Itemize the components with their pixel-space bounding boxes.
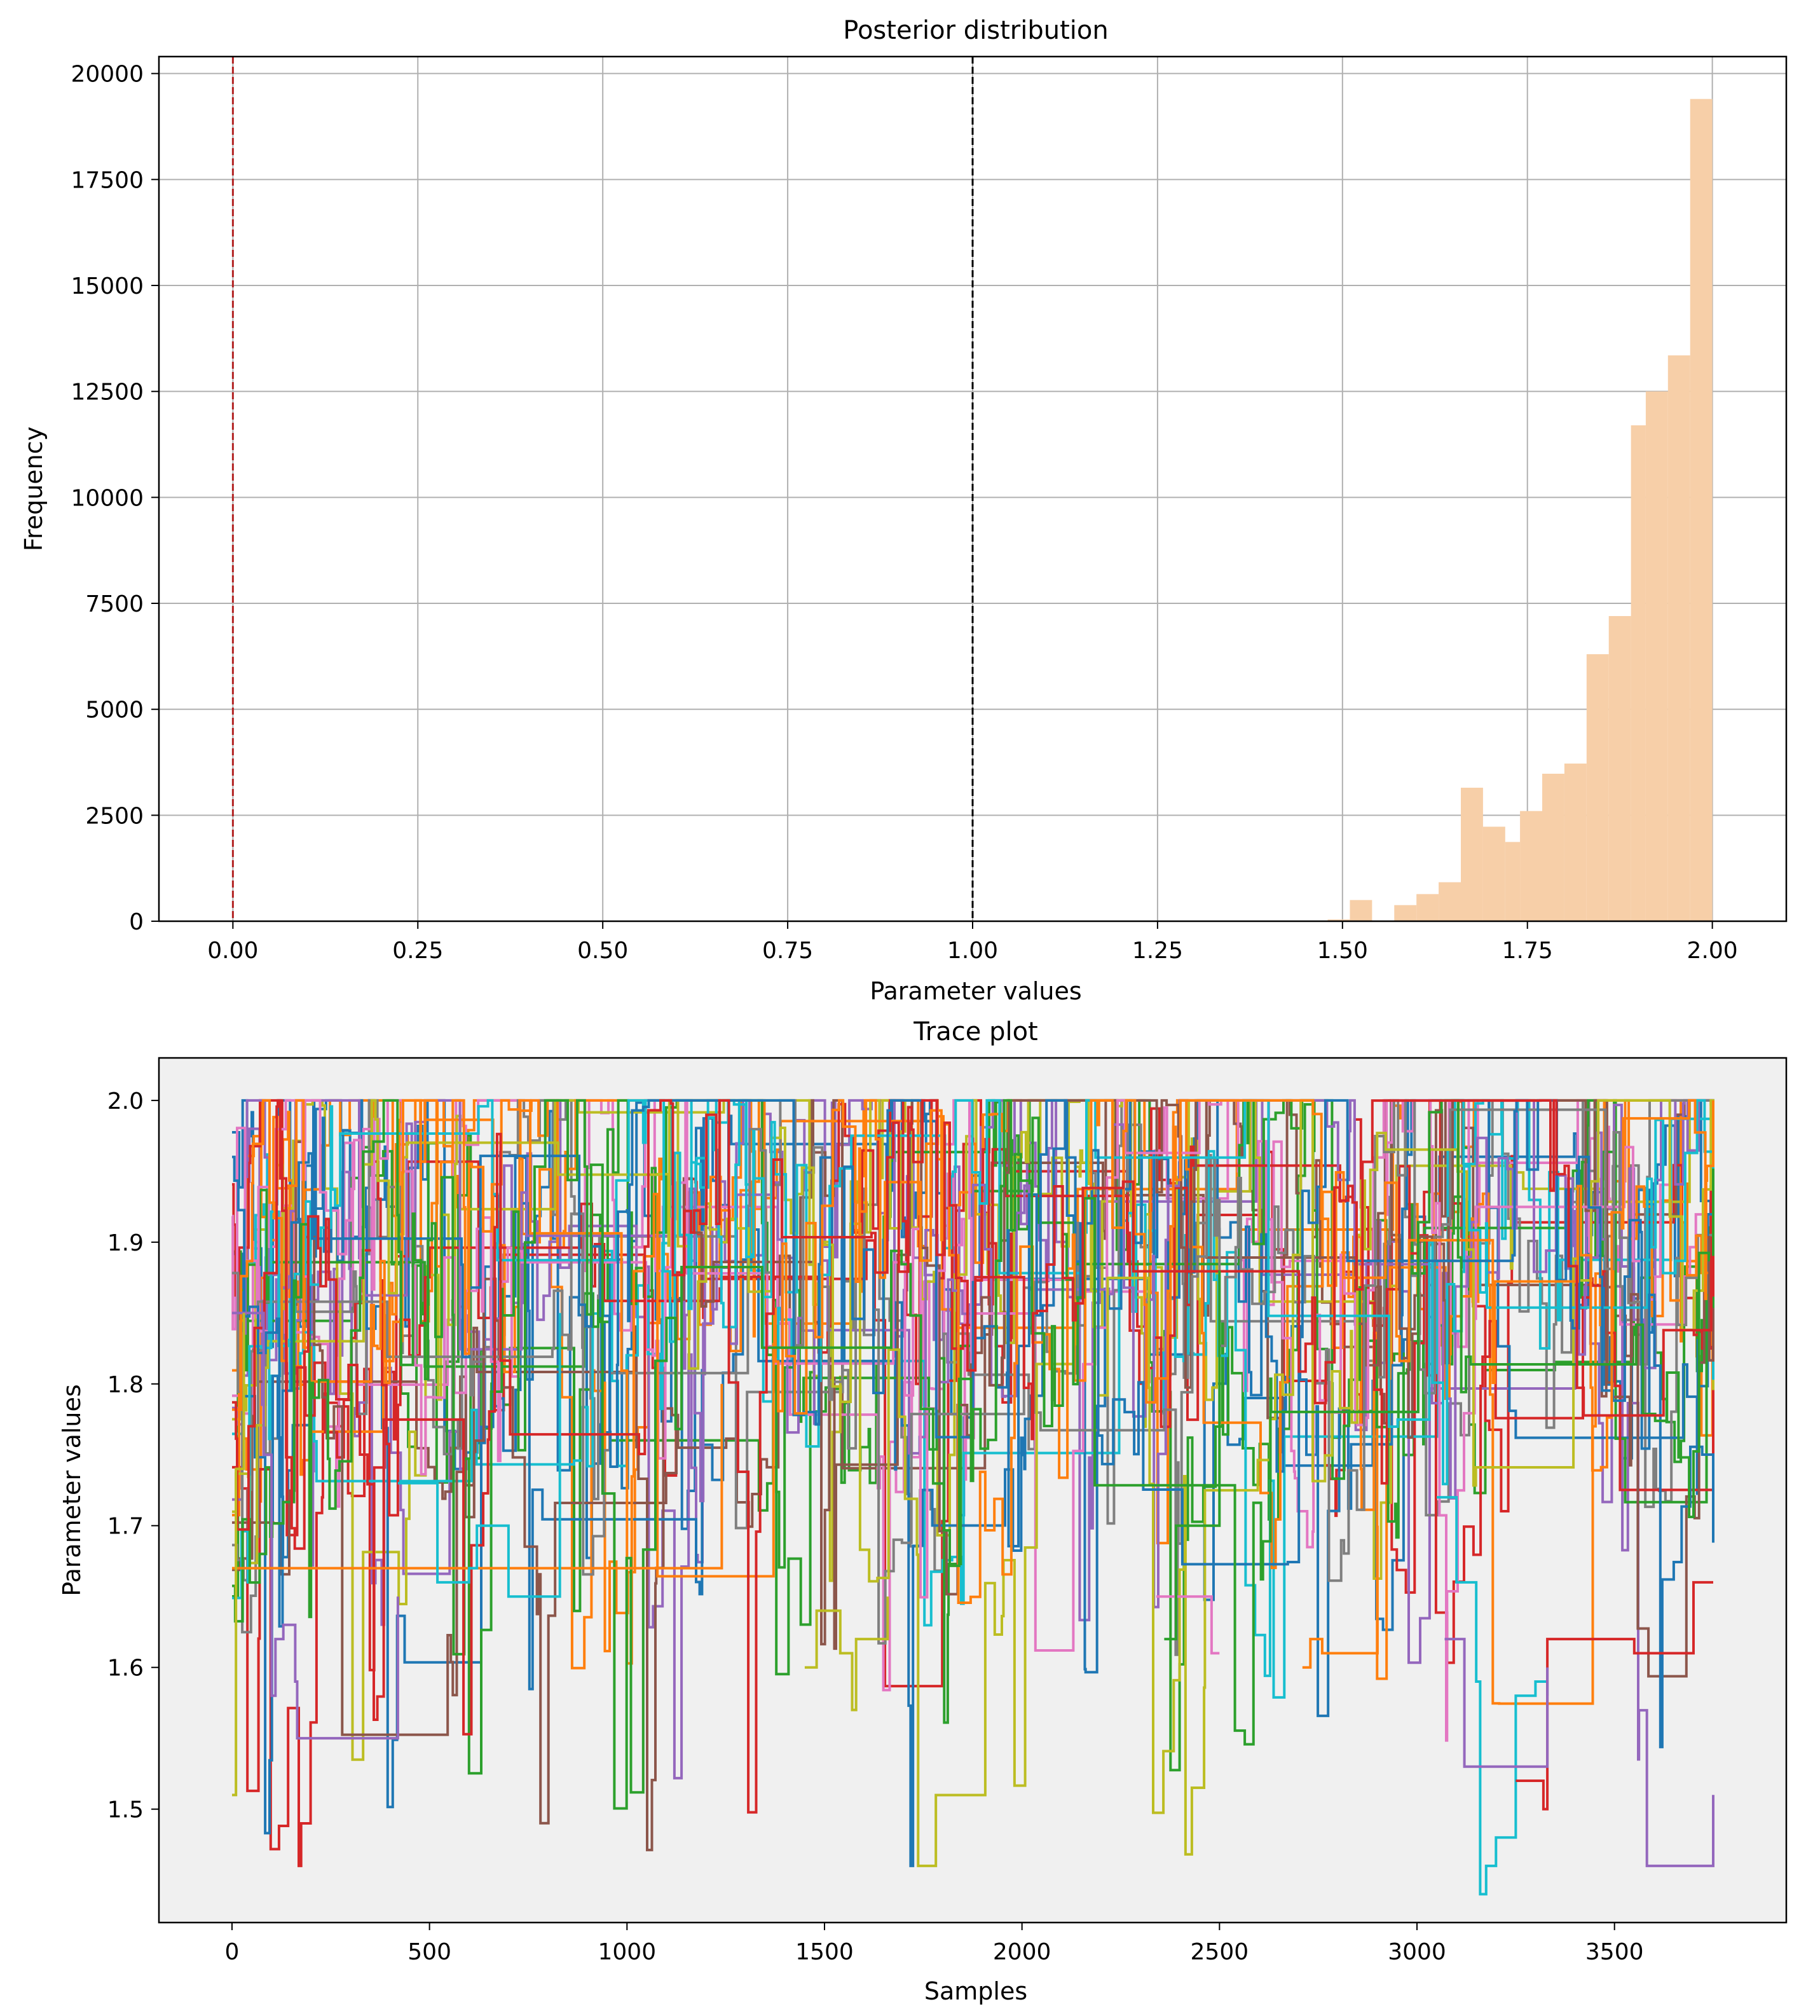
trace-excursion-line [232, 1313, 245, 1797]
trace-chain-line [232, 1099, 1714, 1851]
trace-x-tick-label: 1000 [598, 1939, 656, 1965]
histogram-x-tick-label: 2.00 [1687, 938, 1738, 964]
trace-frame [158, 1057, 1788, 1924]
histogram-x-tick-label: 1.50 [1317, 938, 1368, 964]
trace-x-tick-label: 1500 [795, 1939, 854, 1965]
trace-lines [231, 1099, 1714, 1896]
trace-y-tick-label: 1.5 [107, 1797, 144, 1823]
histogram-bar [1505, 842, 1521, 921]
histogram-bar [1690, 99, 1713, 922]
trace-x-tick-label: 3000 [1388, 1939, 1446, 1965]
histogram-bar [1327, 919, 1350, 921]
histogram-title: Posterior distribution [843, 16, 1108, 45]
histogram-x-tick-label: 0.25 [392, 938, 443, 964]
histogram-x-tick-label: 1.25 [1132, 938, 1183, 964]
trace-excursion-line [1164, 1270, 1221, 1641]
trace-y-tick-label: 1.7 [107, 1514, 144, 1540]
trace-y-tick-label: 1.8 [107, 1372, 144, 1398]
trace-title: Trace plot [913, 1017, 1038, 1046]
histogram-bar [1631, 425, 1646, 921]
trace-y-tick-label: 1.6 [107, 1656, 144, 1682]
histogram-y-tick-label: 5000 [85, 697, 144, 723]
histogram-x-tick-label: 0.75 [762, 938, 813, 964]
trace-excursion-line [1444, 1638, 1549, 1768]
histogram-x-tick-label: 0.00 [207, 938, 258, 964]
trace-y-label: Parameter values [58, 1384, 86, 1596]
trace-excursion-line [1437, 1496, 1549, 1896]
histogram-x-tick-label: 1.00 [947, 938, 998, 964]
histogram-y-label: Frequency [20, 427, 48, 551]
histogram-bar [1564, 764, 1587, 921]
trace-panel: Trace plot 0 500 1000 1500 2000 2500 3000 3500 … [58, 1017, 1788, 2005]
histogram-panel: Posterior distribution 0.00 0.25 0.50 0.75 1… [20, 16, 1788, 1005]
histogram-y-tick-label: 15000 [71, 273, 144, 299]
histogram-y-tick-label: 20000 [71, 62, 144, 88]
trace-excursion-line [1302, 1525, 1379, 1669]
trace-chain-line [232, 1099, 1714, 1665]
histogram-bar [1461, 788, 1483, 921]
trace-chain-line [232, 1099, 1714, 1748]
trace-y-tick-label: 2.0 [107, 1088, 144, 1114]
histogram-y-tick-label: 7500 [85, 591, 144, 617]
histogram-bar [1586, 654, 1609, 921]
trace-chain-line [232, 1099, 1714, 1810]
histogram-x-tick-label: 0.50 [577, 938, 628, 964]
trace-chain-line [232, 1099, 1714, 1814]
trace-x-tick-label: 2000 [993, 1939, 1051, 1965]
histogram-y-tick-label: 12500 [71, 380, 144, 406]
histogram-x-label: Parameter values [870, 977, 1081, 1005]
histogram-y-ticks: 0 2500 5000 7500 10000 12500 15000 17500 20000 [71, 62, 159, 935]
histogram-y-tick-label: 10000 [71, 485, 144, 511]
histogram-y-tick-label: 17500 [71, 167, 144, 193]
histogram-x-ticks: 0.00 0.25 0.50 0.75 1.00 1.25 1.50 1.75 2.00 [207, 921, 1738, 964]
histogram-y-tick-label: 0 [129, 909, 144, 935]
trace-chain-line [232, 1099, 1714, 1600]
trace-x-ticks: 0 500 1000 1500 2000 2500 3000 3500 [224, 1923, 1644, 1965]
histogram-bars [1327, 99, 1713, 922]
trace-y-ticks: 1.5 1.6 1.7 1.8 1.9 2.0 [107, 1088, 159, 1823]
trace-x-tick-label: 500 [407, 1939, 451, 1965]
histogram-x-tick-label: 1.75 [1502, 938, 1553, 964]
histogram-y-tick-label: 2500 [85, 803, 144, 829]
trace-x-tick-label: 2500 [1191, 1939, 1249, 1965]
trace-x-label: Samples [924, 1977, 1027, 2005]
histogram-reference-lines [231, 57, 974, 921]
histogram-bar [1667, 355, 1690, 921]
histogram-bar [1482, 826, 1505, 921]
trace-chain-line [232, 1099, 1714, 1656]
histogram-bar [1439, 882, 1461, 921]
trace-x-tick-label: 3500 [1585, 1939, 1644, 1965]
histogram-bar [1416, 894, 1439, 921]
histogram-bar [1608, 616, 1631, 921]
histogram-bar [1520, 811, 1542, 921]
histogram-bar [1394, 905, 1417, 921]
trace-excursion-line [804, 1596, 889, 1711]
trace-excursion-line [1156, 1595, 1220, 1655]
histogram-bar [1350, 900, 1372, 921]
trace-excursion-line [397, 1313, 561, 1598]
trace-excursion-line [232, 1312, 399, 1740]
histogram-bar [1542, 774, 1564, 921]
trace-y-tick-label: 1.9 [107, 1230, 144, 1256]
histogram-bar [1645, 391, 1668, 921]
trace-x-tick-label: 0 [224, 1939, 239, 1965]
